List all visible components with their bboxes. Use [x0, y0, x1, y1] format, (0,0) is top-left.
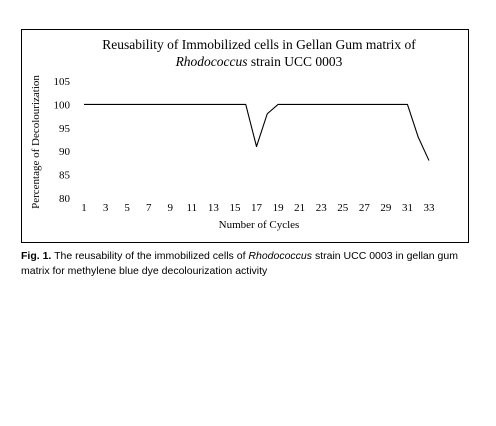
data-point — [321, 104, 322, 105]
x-tick-label: 9 — [168, 202, 174, 214]
data-point — [245, 104, 246, 105]
x-tick-label: 11 — [187, 202, 198, 214]
x-axis: 1 3 5 7 9 11 13 15 17 19 21 23 25 27 29 31 33 — [81, 202, 435, 214]
data-point — [83, 104, 84, 105]
data-point — [396, 104, 397, 105]
data-point — [299, 104, 300, 105]
x-tick-label: 7 — [146, 202, 152, 214]
chart-svg: Reusability of Immobilized cells in Gell… — [30, 37, 435, 231]
x-tick-label: 19 — [273, 202, 285, 214]
data-point — [385, 104, 386, 105]
data-point — [127, 104, 128, 105]
x-axis-label: Number of Cycles — [219, 219, 300, 231]
data-point — [116, 104, 117, 105]
x-tick-label: 21 — [294, 202, 305, 214]
data-point — [364, 104, 365, 105]
figure-label: Fig. 1. — [21, 250, 52, 262]
x-tick-label: 23 — [316, 202, 328, 214]
data-point — [288, 104, 289, 105]
caption-text-after: strain UCC 0003 in gellan gum matrix for… — [21, 250, 458, 277]
caption-organism-italic: Rhodococcus — [248, 250, 313, 262]
data-point — [170, 104, 171, 105]
chart-title-rest: strain UCC 0003 — [248, 54, 343, 69]
data-point — [331, 104, 332, 105]
data-point — [180, 104, 181, 105]
data-point — [353, 104, 354, 105]
data-point — [374, 104, 375, 105]
data-point — [428, 160, 429, 161]
y-axis-label: Percentage of Decolourization — [30, 75, 42, 209]
data-point — [213, 104, 214, 105]
data-point — [418, 137, 419, 138]
data-point — [224, 104, 225, 105]
data-point — [267, 113, 268, 114]
data-point — [191, 104, 192, 105]
y-tick-label: 90 — [59, 146, 71, 158]
data-point — [137, 104, 138, 105]
caption-text-before: The reusability of the immobilized cells… — [51, 250, 249, 262]
data-point — [277, 104, 278, 105]
chart-title-line1: Reusability of Immobilized cells in Gell… — [102, 37, 416, 52]
y-tick-label: 100 — [54, 99, 71, 111]
series-group — [83, 103, 430, 161]
y-tick-label: 80 — [59, 193, 71, 205]
x-tick-label: 31 — [402, 202, 413, 214]
x-tick-label: 3 — [103, 202, 109, 214]
data-point — [105, 104, 106, 105]
data-point — [310, 104, 311, 105]
series-line — [84, 103, 430, 161]
x-tick-label: 17 — [251, 202, 263, 214]
data-point — [159, 104, 160, 105]
x-tick-label: 5 — [124, 202, 130, 214]
data-point — [202, 104, 203, 105]
x-tick-label: 27 — [359, 202, 371, 214]
chart-frame: Reusability of Immobilized cells in Gell… — [21, 29, 469, 243]
data-point — [94, 104, 95, 105]
data-point — [148, 104, 149, 105]
data-point — [342, 104, 343, 105]
data-point — [234, 104, 235, 105]
x-tick-label: 1 — [81, 202, 87, 214]
x-tick-label: 15 — [229, 202, 241, 214]
y-tick-label: 85 — [59, 170, 71, 182]
data-point — [407, 104, 408, 105]
x-tick-label: 13 — [208, 202, 220, 214]
data-point — [256, 146, 257, 147]
y-tick-label: 95 — [59, 123, 71, 135]
x-tick-label: 29 — [380, 202, 392, 214]
x-tick-label: 33 — [424, 202, 436, 214]
figure-caption: Fig. 1. The reusability of the immobiliz… — [21, 249, 481, 279]
chart-title-italic: Rhodococcus — [175, 54, 248, 69]
chart-title-line2: Rhodococcus strain UCC 0003 — [175, 54, 343, 69]
y-axis: 80 85 90 95 100 105 — [54, 76, 71, 205]
y-tick-label: 105 — [54, 76, 71, 88]
x-tick-label: 25 — [337, 202, 349, 214]
